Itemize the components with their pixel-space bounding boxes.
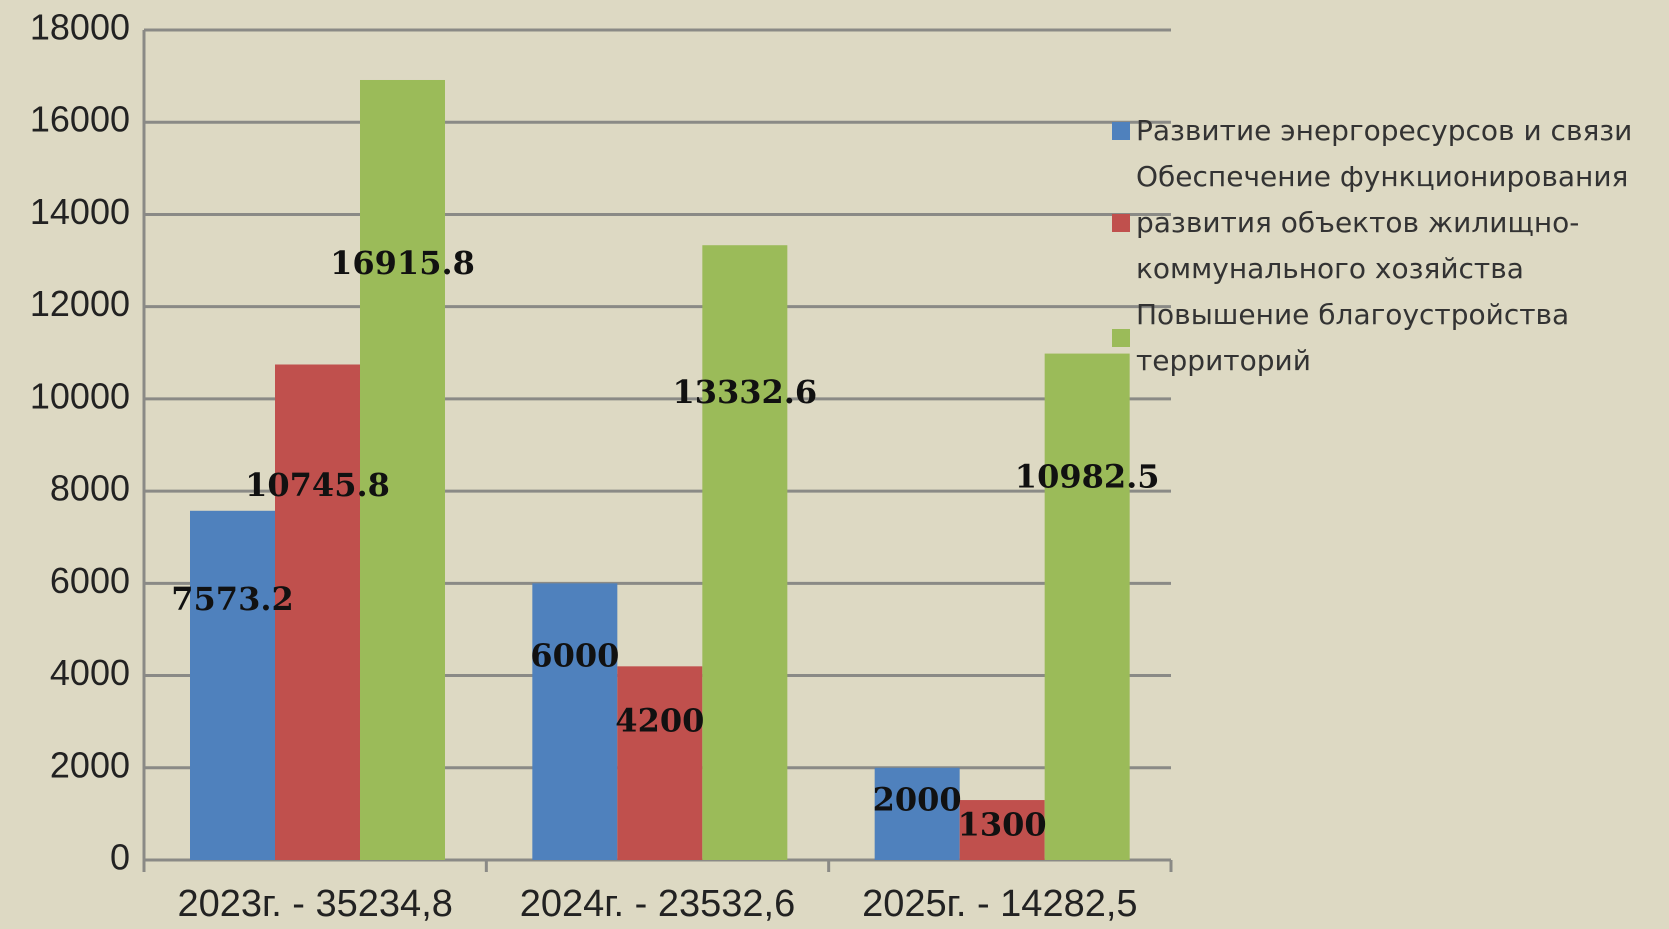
x-tick-label: 2023г. - 35234,8 [177, 883, 452, 925]
bar [959, 800, 1045, 860]
data-label: 1300 [958, 806, 1047, 844]
x-tick-label: 2025г. - 14282,5 [862, 883, 1137, 925]
data-label: 10982.5 [1015, 457, 1160, 495]
data-label: 13332.6 [672, 373, 817, 411]
data-label: 4200 [615, 701, 704, 739]
legend-item: Обеспечение функционирования развития об… [1112, 154, 1667, 292]
data-label: 16915.8 [330, 244, 475, 282]
data-label: 2000 [873, 781, 962, 819]
y-tick-label: 2000 [50, 744, 130, 785]
bar [275, 364, 360, 860]
legend-item: Развитие энергоресурсов и связи [1112, 108, 1667, 154]
y-tick-label: 10000 [30, 375, 130, 416]
y-tick-label: 14000 [30, 191, 130, 232]
bar [1044, 353, 1130, 860]
y-tick-label: 4000 [50, 652, 130, 693]
y-tick-label: 6000 [50, 560, 130, 601]
legend-swatch [1112, 122, 1130, 140]
x-tick-label: 2024г. - 23532,6 [520, 883, 795, 925]
data-label: 7573.2 [171, 580, 293, 618]
data-label: 10745.8 [245, 466, 390, 504]
legend: Развитие энергоресурсов и связи Обеспечен… [1112, 108, 1667, 384]
y-tick-label: 0 [110, 837, 130, 878]
bar [617, 666, 703, 860]
legend-label: Развитие энергоресурсов и связи [1136, 114, 1633, 147]
data-label: 6000 [530, 637, 619, 675]
legend-label: Обеспечение функционирования развития об… [1136, 160, 1629, 285]
legend-label: Повышение благоустройства территорий [1136, 298, 1570, 377]
bar [360, 79, 445, 861]
bar [702, 245, 788, 860]
legend-swatch [1112, 329, 1130, 347]
bar [874, 767, 960, 860]
bar [532, 583, 618, 860]
y-tick-label: 12000 [30, 283, 130, 324]
legend-swatch [1112, 214, 1130, 232]
legend-item: Повышение благоустройства территорий [1112, 292, 1667, 384]
bar [190, 510, 275, 860]
y-tick-label: 8000 [50, 468, 130, 509]
y-tick-label: 16000 [30, 99, 130, 140]
y-tick-label: 18000 [30, 7, 130, 48]
